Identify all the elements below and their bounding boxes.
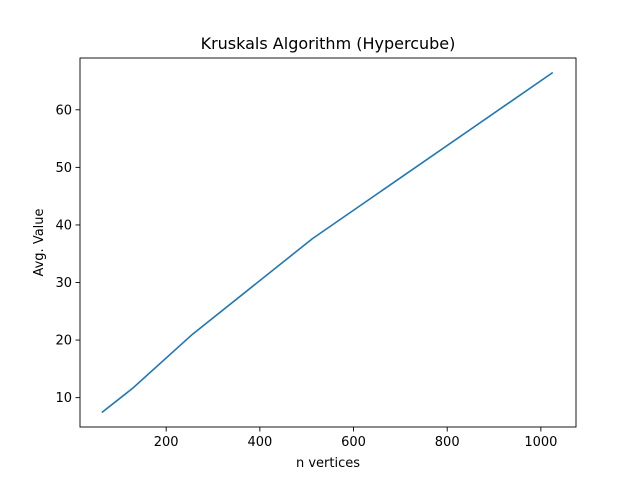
y-tick-label: 30 — [55, 276, 72, 291]
y-tick-label: 60 — [55, 103, 72, 118]
x-tick-label: 400 — [247, 435, 272, 450]
x-tick-label: 600 — [341, 435, 366, 450]
y-tick-label: 20 — [55, 334, 72, 349]
x-axis-ticks: 200 400 600 800 1000 — [154, 427, 557, 450]
plot-frame — [79, 57, 577, 428]
series-line — [101, 71, 554, 414]
x-axis-label: n vertices — [296, 456, 360, 471]
x-tick-label: 800 — [435, 435, 460, 450]
y-tick-label: 40 — [55, 218, 72, 233]
x-tick-label: 1000 — [524, 435, 557, 450]
y-axis-ticks: 10 20 30 40 50 60 — [55, 103, 80, 406]
y-axis-label: Avg. Value — [32, 208, 47, 276]
y-tick-label: 50 — [55, 161, 72, 176]
x-tick-label: 200 — [154, 435, 179, 450]
y-tick-label: 10 — [55, 391, 72, 406]
chart-title: Kruskals Algorithm (Hypercube) — [201, 34, 456, 53]
